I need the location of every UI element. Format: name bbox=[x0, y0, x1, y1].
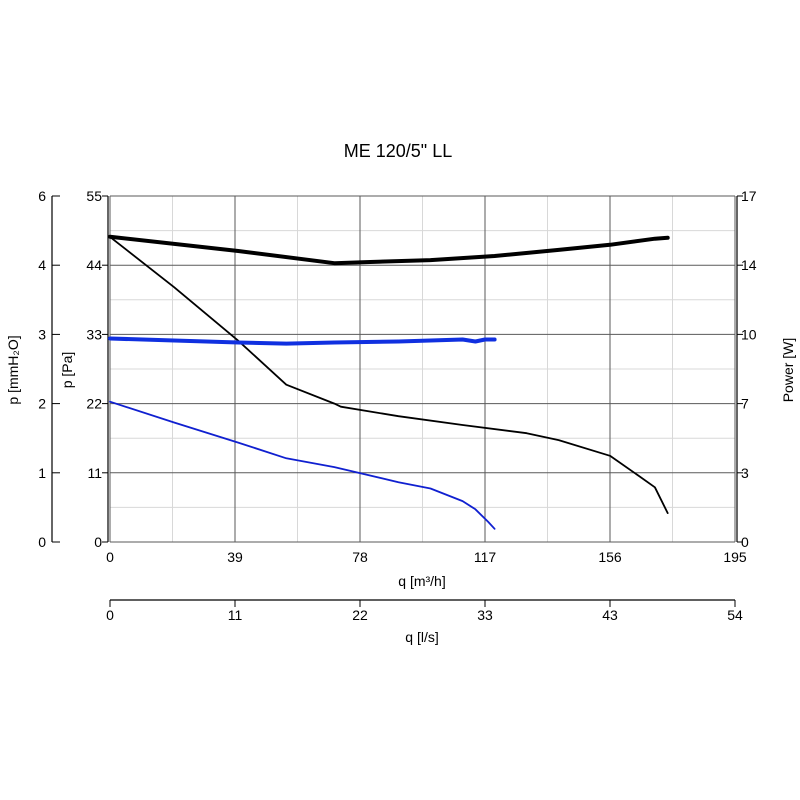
series-line-1 bbox=[109, 235, 669, 514]
tick-label-mmh2o: 6 bbox=[38, 188, 46, 204]
series-line-3 bbox=[109, 400, 496, 530]
tick-label-ls: 54 bbox=[727, 607, 743, 623]
tick-label-pa: 22 bbox=[86, 396, 102, 412]
x-axis-label-ls: q [l/s] bbox=[405, 629, 438, 645]
tick-label-pa: 55 bbox=[86, 188, 102, 204]
x-axis-label-m3h: q [m³/h] bbox=[398, 573, 445, 589]
tick-label-power: 3 bbox=[741, 465, 749, 481]
tick-label-pa: 0 bbox=[94, 534, 102, 550]
major-grid bbox=[109, 195, 736, 543]
tick-label-ls: 33 bbox=[477, 607, 493, 623]
tick-label-ls: 11 bbox=[228, 607, 243, 623]
tick-label-power: 10 bbox=[741, 326, 757, 342]
tick-label-power: 7 bbox=[741, 396, 749, 412]
tick-label-pa: 44 bbox=[86, 257, 102, 273]
tick-labels: 0 1 2 3 4 6 0 11 22 33 44 55 0 3 7 10 14 17 0 39 78 117 156 195… bbox=[38, 188, 757, 623]
tick-label-m3h: 39 bbox=[227, 549, 243, 565]
tick-label-power: 0 bbox=[741, 534, 749, 550]
tick-label-m3h: 0 bbox=[106, 549, 114, 565]
tick-label-power: 14 bbox=[741, 257, 757, 273]
tick-label-power: 17 bbox=[741, 188, 757, 204]
series-lines bbox=[108, 234, 670, 530]
tick-label-mmh2o: 0 bbox=[38, 534, 46, 550]
y-axis-label-pa: p [Pa] bbox=[59, 352, 75, 389]
tick-label-m3h: 156 bbox=[598, 549, 622, 565]
minor-grid bbox=[110, 196, 735, 542]
tick-label-ls: 22 bbox=[352, 607, 368, 623]
tick-label-mmh2o: 4 bbox=[38, 257, 46, 273]
tick-label-pa: 11 bbox=[87, 465, 102, 481]
tick-label-mmh2o: 3 bbox=[38, 326, 46, 342]
tick-label-ls: 0 bbox=[106, 607, 114, 623]
tick-label-m3h: 195 bbox=[723, 549, 747, 565]
tick-label-pa: 33 bbox=[86, 326, 102, 342]
tick-label-mmh2o: 2 bbox=[38, 396, 46, 412]
series-line-4 bbox=[108, 336, 497, 346]
chart-title: ME 120/5" LL bbox=[344, 141, 452, 161]
y-axis-label-mmh2o: p [mmH₂O] bbox=[5, 335, 21, 404]
tick-label-ls: 43 bbox=[602, 607, 618, 623]
axes bbox=[51, 195, 743, 607]
tick-label-m3h: 117 bbox=[474, 549, 497, 565]
y-axis-label-power: Power [W] bbox=[780, 338, 796, 403]
series-line-2 bbox=[108, 234, 670, 266]
tick-label-mmh2o: 1 bbox=[38, 465, 46, 481]
tick-label-m3h: 78 bbox=[352, 549, 368, 565]
